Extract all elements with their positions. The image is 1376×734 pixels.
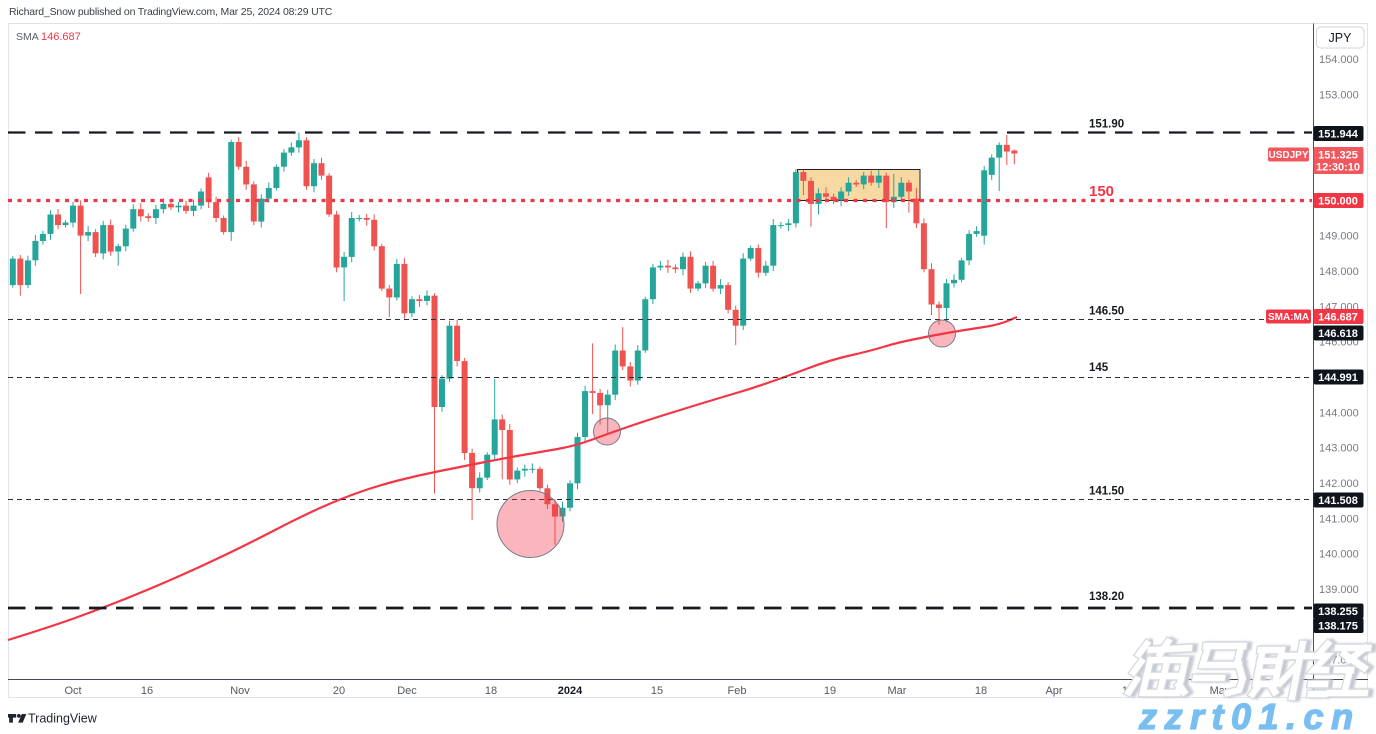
svg-text:Oct: Oct bbox=[64, 685, 81, 697]
svg-text:145: 145 bbox=[1089, 362, 1109, 374]
svg-text:zzrt01.cn: zzrt01.cn bbox=[1138, 696, 1361, 734]
svg-text:146.618: 146.618 bbox=[1318, 328, 1358, 340]
svg-text:18: 18 bbox=[975, 685, 987, 697]
svg-text:144.991: 144.991 bbox=[1318, 372, 1358, 384]
svg-text:143.000: 143.000 bbox=[1319, 443, 1359, 455]
svg-text:149.000: 149.000 bbox=[1319, 231, 1359, 243]
svg-text:141.508: 141.508 bbox=[1318, 495, 1358, 507]
svg-text:140.000: 140.000 bbox=[1319, 549, 1359, 561]
svg-text:141.000: 141.000 bbox=[1319, 513, 1359, 525]
svg-text:151.90: 151.90 bbox=[1089, 119, 1124, 131]
svg-text:148.000: 148.000 bbox=[1319, 266, 1359, 278]
svg-text:20: 20 bbox=[333, 685, 345, 697]
svg-text:SMA:MA: SMA:MA bbox=[1268, 312, 1309, 323]
svg-text:153.000: 153.000 bbox=[1319, 89, 1359, 101]
svg-text:SMA: SMA bbox=[16, 31, 39, 43]
svg-text:zzrt01.cn: zzrt01.cn bbox=[1138, 696, 1361, 734]
svg-text:JPY: JPY bbox=[1329, 31, 1353, 45]
svg-text:Nov: Nov bbox=[230, 685, 250, 697]
svg-text:146.687: 146.687 bbox=[41, 31, 81, 43]
svg-text:18: 18 bbox=[485, 685, 497, 697]
svg-text:151.944: 151.944 bbox=[1318, 129, 1359, 141]
svg-text:146.50: 146.50 bbox=[1089, 306, 1124, 318]
svg-text:151.325: 151.325 bbox=[1318, 150, 1358, 162]
svg-text:141.50: 141.50 bbox=[1089, 486, 1124, 498]
svg-text:TradingView: TradingView bbox=[28, 712, 98, 726]
svg-text:2024: 2024 bbox=[558, 685, 583, 697]
svg-text:146.687: 146.687 bbox=[1318, 312, 1358, 324]
svg-text:Apr: Apr bbox=[1045, 685, 1062, 697]
svg-text:139.000: 139.000 bbox=[1319, 584, 1359, 596]
svg-text:USDJPY: USDJPY bbox=[1268, 150, 1308, 161]
svg-text:15: 15 bbox=[651, 685, 663, 697]
svg-text:Richard_Snow published on Trad: Richard_Snow published on TradingView.co… bbox=[9, 6, 333, 18]
svg-text:12:30:10: 12:30:10 bbox=[1316, 162, 1360, 174]
svg-text:144.000: 144.000 bbox=[1319, 407, 1359, 419]
svg-text:138.20: 138.20 bbox=[1089, 591, 1124, 603]
svg-text:19: 19 bbox=[824, 685, 836, 697]
svg-text:16: 16 bbox=[141, 685, 153, 697]
svg-text:Feb: Feb bbox=[728, 685, 747, 697]
svg-text:150: 150 bbox=[1089, 183, 1114, 200]
svg-text:150.000: 150.000 bbox=[1318, 196, 1358, 208]
svg-text:142.000: 142.000 bbox=[1319, 478, 1359, 490]
svg-text:Mar: Mar bbox=[888, 685, 907, 697]
svg-text:138.175: 138.175 bbox=[1318, 621, 1358, 633]
svg-text:138.255: 138.255 bbox=[1318, 606, 1358, 618]
svg-text:Dec: Dec bbox=[397, 685, 417, 697]
svg-text:154.000: 154.000 bbox=[1319, 54, 1359, 66]
